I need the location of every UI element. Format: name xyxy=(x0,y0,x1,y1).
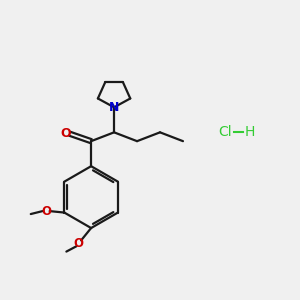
Text: O: O xyxy=(61,127,71,140)
Text: Cl: Cl xyxy=(218,125,232,139)
Text: O: O xyxy=(74,237,84,250)
Text: N: N xyxy=(109,101,119,114)
Text: O: O xyxy=(41,205,51,218)
Text: H: H xyxy=(245,125,255,139)
